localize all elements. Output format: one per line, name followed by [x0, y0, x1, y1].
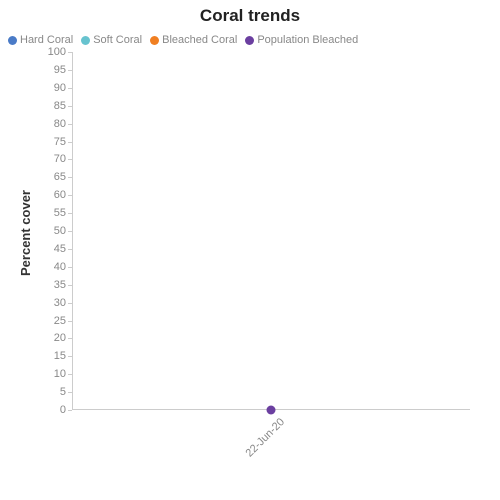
- y-tick-mark: [68, 303, 72, 304]
- legend-label: Hard Coral: [20, 34, 73, 46]
- y-tick-mark: [68, 142, 72, 143]
- legend-marker-icon: [81, 36, 90, 45]
- y-tick-mark: [68, 267, 72, 268]
- y-tick-mark: [68, 231, 72, 232]
- legend-marker-icon: [8, 36, 17, 45]
- legend: Hard Coral Soft Coral Bleached Coral Popula…: [8, 34, 358, 46]
- y-tick-mark: [68, 374, 72, 375]
- legend-label: Bleached Coral: [162, 34, 237, 46]
- y-tick-mark: [68, 106, 72, 107]
- y-tick-mark: [68, 356, 72, 357]
- x-tick-label: 22-Jun-20: [244, 416, 288, 460]
- y-tick-mark: [68, 70, 72, 71]
- legend-label: Soft Coral: [93, 34, 142, 46]
- legend-marker-icon: [150, 36, 159, 45]
- legend-item: Hard Coral: [8, 34, 73, 46]
- legend-label: Population Bleached: [257, 34, 358, 46]
- y-tick-mark: [68, 338, 72, 339]
- y-tick-mark: [68, 195, 72, 196]
- y-tick-mark: [68, 392, 72, 393]
- legend-item: Soft Coral: [81, 34, 142, 46]
- coral-trends-chart: Coral trends Hard Coral Soft Coral Bleache…: [0, 0, 500, 500]
- y-axis-label: Percent cover: [18, 190, 33, 276]
- legend-item: Bleached Coral: [150, 34, 237, 46]
- y-axis-line: [72, 52, 73, 410]
- legend-item: Population Bleached: [245, 34, 358, 46]
- y-tick-mark: [68, 410, 72, 411]
- y-tick-mark: [68, 321, 72, 322]
- y-tick-mark: [68, 285, 72, 286]
- plot-area: 0510152025303540455055606570758085909510…: [72, 52, 470, 410]
- data-point: [267, 406, 276, 415]
- y-tick-mark: [68, 213, 72, 214]
- y-tick-mark: [68, 177, 72, 178]
- y-tick-mark: [68, 249, 72, 250]
- chart-title: Coral trends: [0, 6, 500, 26]
- y-tick-mark: [68, 88, 72, 89]
- y-tick-mark: [68, 52, 72, 53]
- y-tick-mark: [68, 159, 72, 160]
- y-tick-mark: [68, 124, 72, 125]
- legend-marker-icon: [245, 36, 254, 45]
